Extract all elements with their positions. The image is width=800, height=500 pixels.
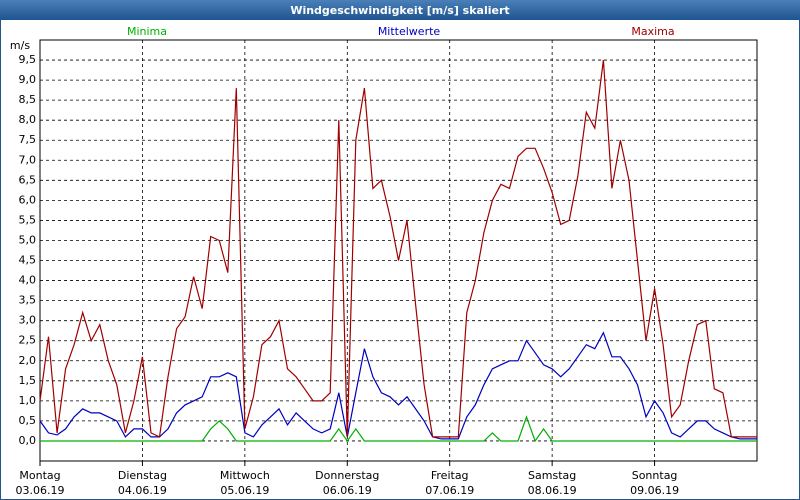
y-tick-label: 1,5	[19, 374, 37, 387]
x-tick-label: Samstag 08.06.19	[528, 469, 577, 497]
y-tick-label: 7,5	[19, 133, 37, 146]
y-tick-label: 4,5	[19, 254, 37, 267]
x-tick-label: Sonntag 09.06.19	[630, 469, 679, 497]
y-axis-label: m/s	[10, 39, 30, 52]
y-tick-label: 9,5	[19, 53, 37, 66]
legend-label: Maxima	[631, 25, 674, 38]
series-line	[40, 415, 757, 443]
y-tick-label: 8,0	[19, 113, 37, 126]
y-tick-label: 6,0	[19, 193, 37, 206]
y-tick-label: 3,0	[19, 314, 37, 327]
y-tick-label: 5,0	[19, 233, 37, 246]
y-tick-label: 6,5	[19, 173, 37, 186]
title-bar	[0, 0, 800, 20]
y-tick-label: 0,0	[19, 434, 37, 447]
y-tick-label: 0,5	[19, 414, 37, 427]
x-tick-label: Mittwoch 05.06.19	[220, 469, 270, 497]
y-tick-label: 7,0	[19, 153, 37, 166]
y-tick-label: 8,5	[19, 93, 37, 106]
chart-title: Windgeschwindigkeit [m/s] skaliert	[290, 4, 509, 17]
y-tick-label: 5,5	[19, 213, 37, 226]
y-tick-label: 4,0	[19, 274, 37, 287]
x-tick-label: Montag 03.06.19	[16, 469, 65, 497]
y-tick-label: 2,5	[19, 334, 37, 347]
legend-label: Mittelwerte	[378, 25, 441, 38]
y-tick-label: 1,0	[19, 394, 37, 407]
x-tick-label: Dienstag 04.06.19	[118, 469, 167, 497]
x-tick-label: Donnerstag 06.06.19	[315, 469, 379, 497]
y-tick-label: 9,0	[19, 73, 37, 86]
y-tick-label: 2,0	[19, 354, 37, 367]
y-tick-label: 3,5	[19, 294, 37, 307]
plot-frame	[39, 39, 758, 462]
series-line	[39, 59, 757, 438]
x-tick-label: Freitag 07.06.19	[425, 469, 474, 497]
legend-label: Minima	[127, 25, 167, 38]
